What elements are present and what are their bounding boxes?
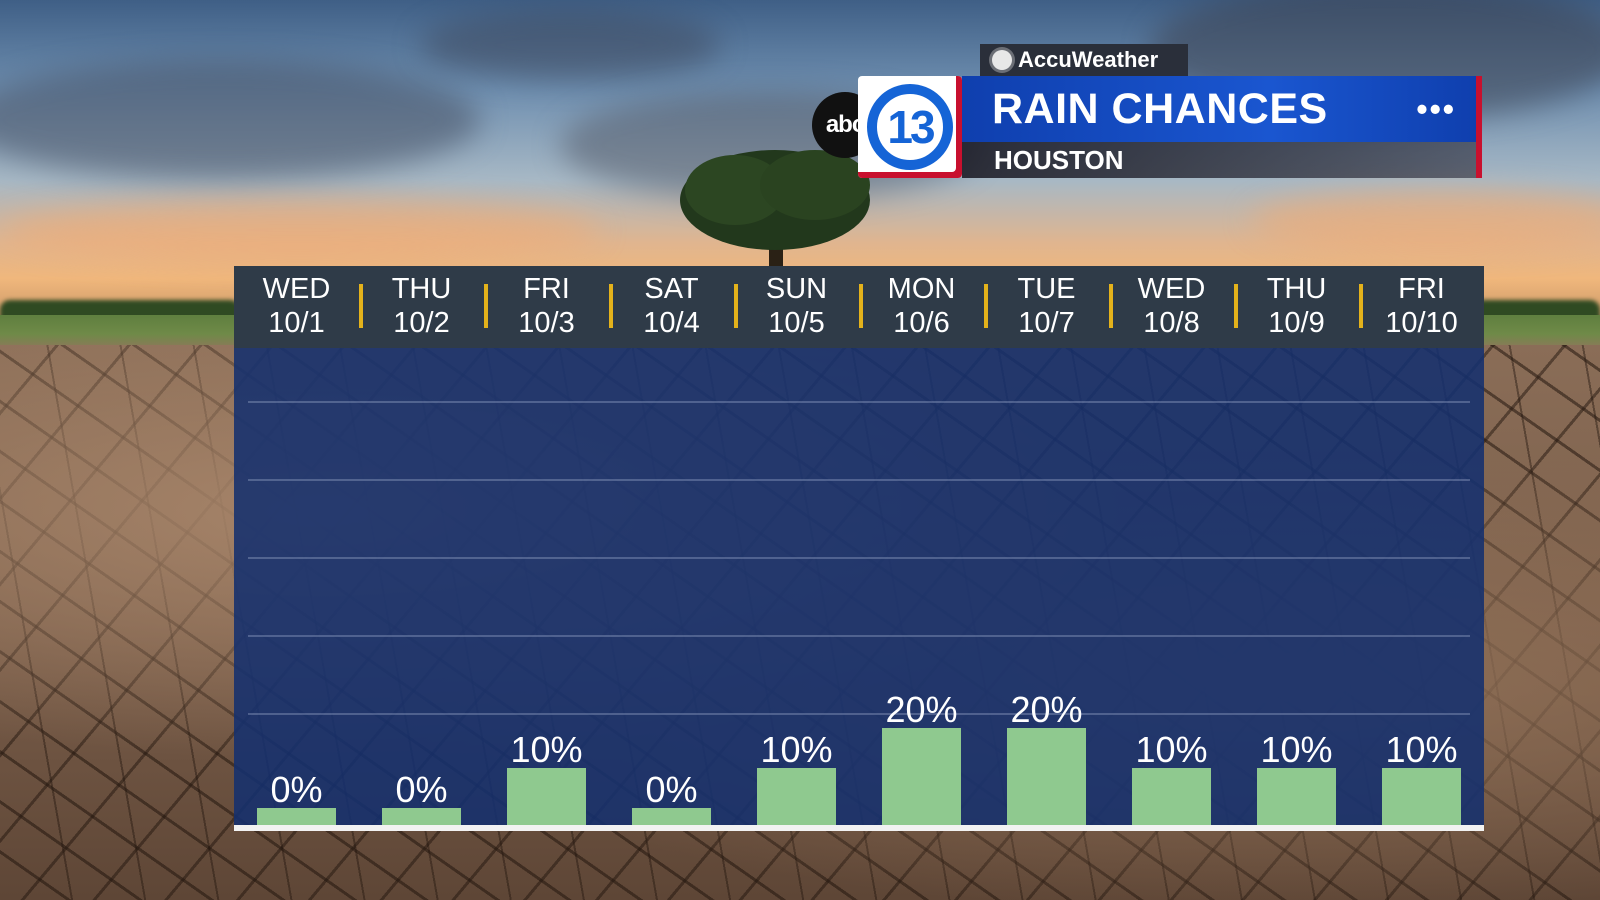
bar-value-label: 20% [1010, 689, 1082, 730]
title-bar: RAIN CHANCES ••• [962, 76, 1482, 142]
day-name-label: MON [887, 273, 956, 305]
day-column-header: THU 10/2 [359, 266, 484, 348]
day-column-header: SAT 10/4 [609, 266, 734, 348]
date-label: 10/1 [268, 307, 325, 339]
rain-chance-bar [1382, 768, 1461, 826]
day-name-label: THU [391, 273, 452, 305]
location-label: HOUSTON [994, 145, 1124, 175]
station-13-logo: 13 [858, 76, 962, 178]
bar-value-label: 20% [885, 689, 957, 730]
bar-value-label: 10% [760, 729, 832, 770]
date-label: 10/2 [393, 307, 450, 339]
more-icon: ••• [1416, 91, 1456, 127]
day-name-label: THU [1266, 273, 1327, 305]
date-label: 10/10 [1385, 307, 1458, 339]
sun-icon [992, 50, 1012, 70]
date-label: 10/9 [1268, 307, 1325, 339]
page-title: RAIN CHANCES [992, 85, 1328, 133]
date-label: 10/4 [643, 307, 700, 339]
rain-chance-bar [757, 768, 836, 826]
date-label: 10/6 [893, 307, 950, 339]
day-name-label: SUN [765, 273, 828, 305]
day-column-header: FRI 10/10 [1359, 266, 1484, 348]
cloud [0, 200, 600, 260]
rain-chance-bar [632, 808, 711, 826]
bar-chart-svg: 0% 0% 10% 0% 10% 20% 20% 10% 10% 10% [248, 401, 1470, 826]
day-column-header: FRI 10/3 [484, 266, 609, 348]
rain-chance-bar [1132, 768, 1211, 826]
bar-value-label: 0% [645, 769, 697, 810]
cloud [0, 60, 480, 180]
day-name-label: FRI [1398, 273, 1445, 305]
rain-chance-bar [382, 808, 461, 826]
brand-label: AccuWeather [1018, 47, 1159, 72]
day-header: WED 10/1 THU 10/2 FRI 10/3 SAT 10/4 SUN 10/5 MON 10… [234, 266, 1484, 348]
rain-chance-bar [1257, 768, 1336, 826]
day-name-label: WED [1137, 273, 1206, 305]
day-column-header: TUE 10/7 [984, 266, 1109, 348]
station-number: 13 [867, 84, 953, 170]
day-name-label: WED [262, 273, 331, 305]
bar-value-label: 0% [270, 769, 322, 810]
rain-chance-bar [507, 768, 586, 826]
date-label: 10/3 [518, 307, 575, 339]
x-axis-baseline [234, 825, 1484, 831]
date-label: 10/7 [1018, 307, 1075, 339]
day-name-label: TUE [1017, 273, 1076, 305]
plot-area: 0% 0% 10% 0% 10% 20% 20% 10% 10% 10% [234, 348, 1484, 826]
cloud [420, 10, 720, 80]
day-column-header: MON 10/6 [859, 266, 984, 348]
rain-chance-bar [882, 728, 961, 826]
rain-chance-bar [257, 808, 336, 826]
day-name-label: FRI [523, 273, 570, 305]
rain-chance-bar [1007, 728, 1086, 826]
bar-value-label: 10% [1260, 729, 1332, 770]
day-name-label: SAT [644, 273, 699, 305]
tree-icon [680, 150, 870, 275]
cloud [1250, 190, 1600, 250]
day-column-header: SUN 10/5 [734, 266, 859, 348]
day-column-header: WED 10/1 [234, 266, 359, 348]
date-label: 10/8 [1143, 307, 1200, 339]
bar-value-label: 0% [395, 769, 447, 810]
bar-value-label: 10% [510, 729, 582, 770]
day-column-header: WED 10/8 [1109, 266, 1234, 348]
bar-value-label: 10% [1385, 729, 1457, 770]
bar-value-label: 10% [1135, 729, 1207, 770]
rain-chance-chart: WED 10/1 THU 10/2 FRI 10/3 SAT 10/4 SUN 10/5 MON 10… [234, 266, 1484, 831]
accuweather-tab: AccuWeather [980, 44, 1188, 76]
location-bar: HOUSTON [962, 142, 1482, 178]
day-column-header: THU 10/9 [1234, 266, 1359, 348]
date-label: 10/5 [768, 307, 825, 339]
